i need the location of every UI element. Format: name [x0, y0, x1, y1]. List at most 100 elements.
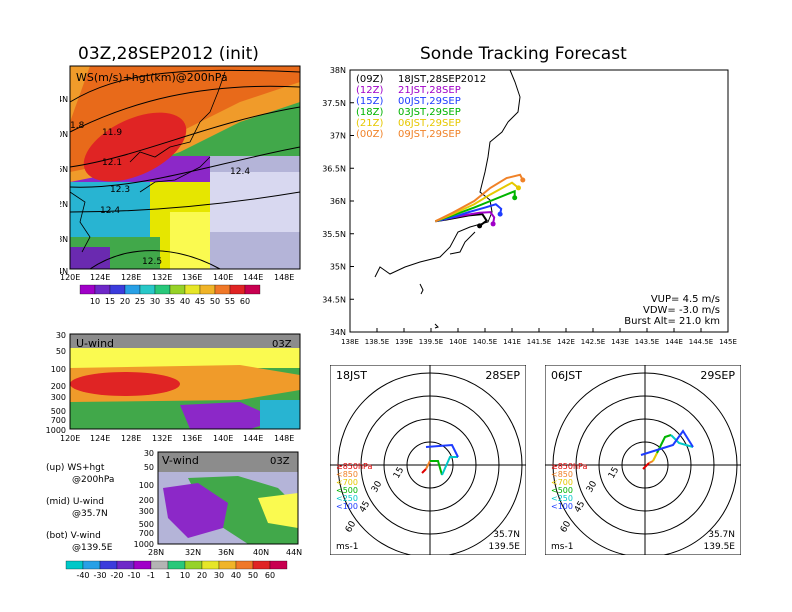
legend-mid: (mid) U-wind: [46, 497, 105, 507]
lat-tick: 37N: [330, 132, 346, 141]
wind-colorbar: -40 -30 -20 -10 -1 1 10 20 30 40 50 60: [65, 560, 288, 580]
contour-label: 12.4: [100, 206, 120, 216]
panel-legend: (up) WS+hgt @200hPa (mid) U-wind @35.7N …: [46, 463, 115, 553]
p-tick: 700: [139, 529, 154, 538]
lon-tick: 144E: [243, 434, 263, 443]
ws-colorbar-swatch: [244, 284, 261, 295]
lon-tick: 141.5E: [527, 338, 551, 346]
lon-tick: 145E: [719, 338, 737, 346]
launch-legend-jst: 00JST,29SEP: [398, 96, 461, 107]
ws-colorbar-label: 25: [135, 297, 145, 306]
track-lat-ticks: 38N 37.5N 37N 36.5N 36N 35.5N 35N 34.5N 34N: [322, 66, 354, 337]
ws-colorbar-swatch: [109, 284, 126, 295]
hodo2-time: 06JST: [551, 369, 582, 382]
right-title: Sonde Tracking Forecast: [420, 44, 627, 64]
ring-label: 15: [392, 466, 406, 481]
lat-tick: 28N: [60, 235, 68, 244]
contour-label: 11.9: [102, 128, 122, 138]
legend-up: (up) WS+hgt: [46, 463, 105, 473]
wind-colorbar-swatch: [235, 560, 254, 570]
ring-label: 45: [358, 500, 372, 515]
lon-tick: 124E: [90, 273, 110, 282]
sonde-track-endpoint: [490, 221, 496, 227]
lon-tick: 140E: [449, 338, 467, 346]
vwind-panel: V-wind 03Z 30 50 100 200 300 500 700 100…: [134, 449, 303, 557]
param-burst: Burst Alt= 21.0 km: [624, 316, 720, 327]
wind-colorbar-label: -20: [110, 571, 123, 580]
launch-legend-utc: (09Z): [356, 74, 383, 85]
vwind-label: V-wind: [162, 454, 199, 467]
lon-tick: 136E: [182, 273, 202, 282]
hodo-legend-item: <700: [336, 478, 358, 487]
ws-colorbar-label: 60: [240, 297, 250, 306]
ws-colorbar-label: 55: [225, 297, 235, 306]
launch-legend-utc: (21Z): [356, 118, 383, 129]
lat-tick: 24N: [60, 267, 68, 276]
lon-tick: 141E: [503, 338, 521, 346]
lat-tick: 35.5N: [322, 230, 346, 239]
launch-legend-jst: 03JST,29SEP: [398, 107, 461, 118]
contour-label: 12.4: [230, 167, 250, 177]
wind-colorbar-label: 30: [214, 571, 224, 580]
hodo-legend-item: ≥850hPa: [551, 462, 588, 471]
sonde-track-endpoint: [520, 177, 526, 183]
lat-tick: 35N: [330, 263, 346, 272]
ws-colorbar-swatch: [229, 284, 246, 295]
hodo-legend-item: <850: [336, 470, 358, 479]
p-tick: 50: [56, 347, 66, 356]
sonde-tracks: [434, 173, 526, 229]
lat-tick: 37.5N: [322, 99, 346, 108]
ws-colorbar-label: 20: [120, 297, 130, 306]
hodo1-trace: [421, 443, 459, 476]
lon-tick: 148E: [274, 434, 294, 443]
p-tick: 300: [139, 507, 154, 516]
hodo2-lon: 139.5E: [704, 542, 736, 552]
sonde-track-endpoint: [512, 195, 518, 201]
lon-tick: 138.5E: [365, 338, 389, 346]
contour-label: 12.3: [110, 185, 130, 195]
lon-tick: 124E: [90, 434, 110, 443]
lon-tick: 132E: [152, 273, 172, 282]
hodo1-time: 18JST: [336, 369, 367, 382]
ws-colorbar-swatch: [154, 284, 171, 295]
lon-tick: 139E: [395, 338, 413, 346]
vwind-lat-ticks: 28N 32N 36N 40N 44N: [148, 548, 302, 557]
wind-colorbar-label: 1: [165, 571, 170, 580]
uwind-label: U-wind: [76, 337, 114, 350]
lon-tick: 144.5E: [689, 338, 713, 346]
ws-map-panel: 1.8 11.9 12.1 12.3 12.4 12.4 12.5 WS(m/s…: [60, 65, 301, 282]
wind-colorbar-swatch: [82, 560, 101, 570]
lon-tick: 144E: [665, 338, 683, 346]
hodo-legend-item: <250: [551, 494, 573, 503]
wind-colorbar-label: 20: [197, 571, 207, 580]
launch-legend-utc: (00Z): [356, 129, 383, 140]
sonde-track-line: [435, 203, 503, 223]
lon-tick: 132E: [152, 434, 172, 443]
lon-tick: 136E: [182, 434, 202, 443]
wind-colorbar-swatch: [99, 560, 118, 570]
hodo-legend-item: <700: [551, 478, 573, 487]
hodo-legend-item: <100: [336, 502, 358, 511]
ws-colorbar-label: 30: [150, 297, 160, 306]
ws-colorbar-label: 15: [105, 297, 115, 306]
ws-map-lat-ticks: 44N 40N 36N 32N 28N 24N: [60, 95, 68, 276]
launch-legend: (09Z) 18JST,28SEP2012 (12Z) 21JST,28SEP (15Z…: [356, 74, 486, 140]
ws-map-label: WS(m/s)+hgt(km)@200hPa: [76, 71, 228, 84]
param-vup: VUP= 4.5 m/s: [651, 294, 720, 305]
p-tick: 700: [51, 416, 66, 425]
lat-tick: 44N: [286, 548, 302, 557]
track-map-panel: 38N 37.5N 37N 36.5N 36N 35.5N 35N 34.5N 34N 138E…: [322, 66, 737, 346]
lon-tick: 139.5E: [419, 338, 443, 346]
ws-colorbar-swatch: [124, 284, 141, 295]
ws-colorbar-swatch: [94, 284, 111, 295]
launch-legend-jst: 06JST,29SEP: [398, 118, 461, 129]
p-tick: 1000: [134, 540, 154, 549]
p-tick: 1000: [46, 426, 66, 435]
hodo2-trace: [640, 429, 694, 470]
lon-tick: 143E: [611, 338, 629, 346]
wind-colorbar-label: 50: [248, 571, 258, 580]
uwind-lon-ticks: 120E 124E 128E 132E 136E 140E 144E 148E: [60, 434, 294, 443]
wind-colorbar-label: -10: [127, 571, 140, 580]
wind-colorbar-label: -30: [93, 571, 106, 580]
ws-map-frame: [69, 65, 301, 270]
